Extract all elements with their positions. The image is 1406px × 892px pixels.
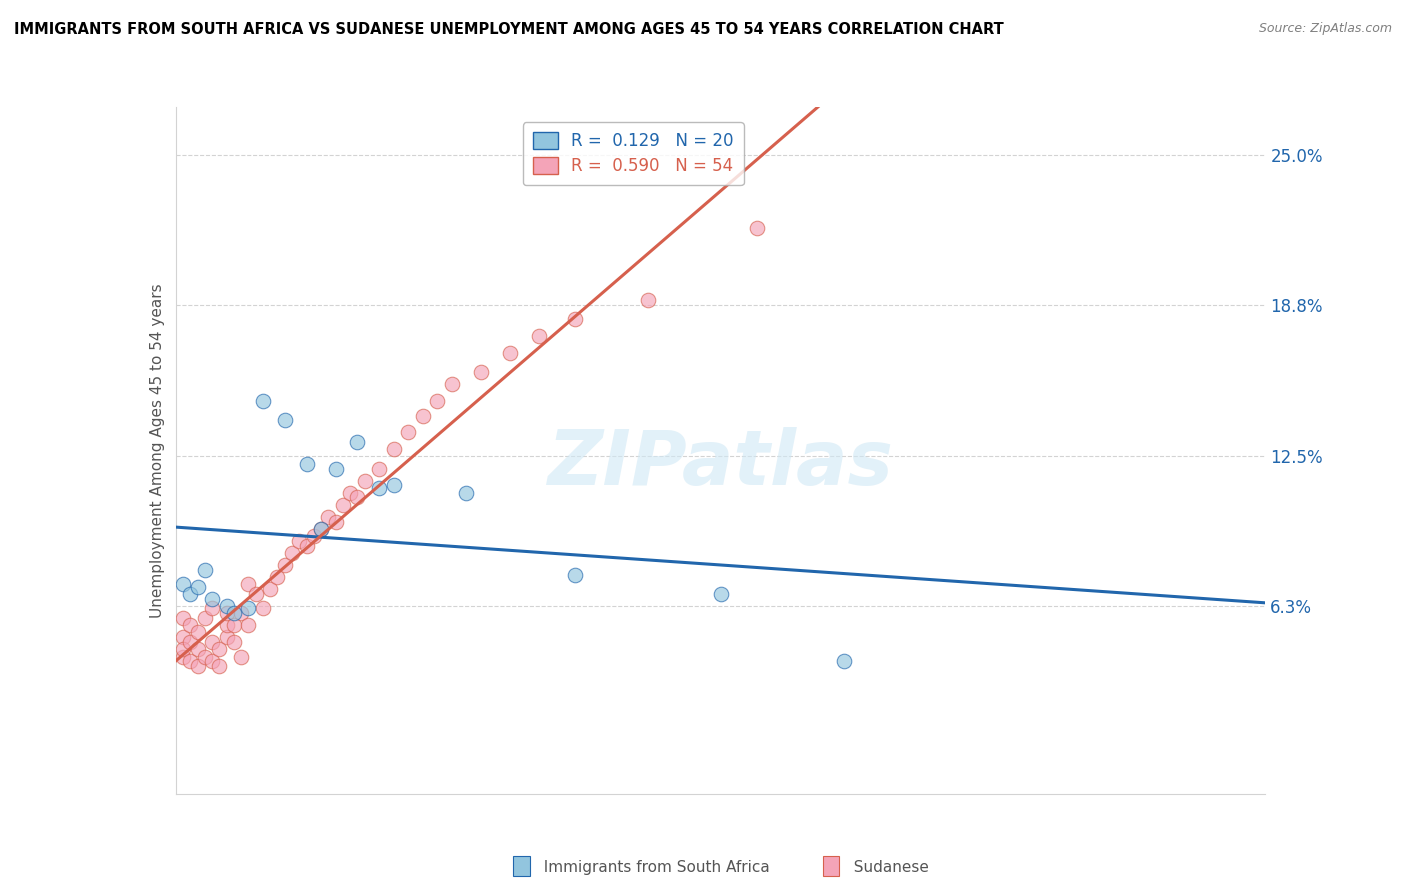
Point: [179, 654, 201, 668]
Point: [172, 611, 194, 625]
Point: [346, 491, 368, 505]
Point: [179, 618, 201, 632]
Point: [295, 457, 318, 471]
Point: [186, 659, 209, 673]
Y-axis label: Unemployment Among Ages 45 to 54 years: Unemployment Among Ages 45 to 54 years: [149, 283, 165, 618]
Point: [186, 642, 209, 657]
Point: [222, 635, 245, 649]
Point: [231, 649, 253, 664]
Point: [470, 365, 492, 379]
Point: [172, 642, 194, 657]
Point: [527, 329, 550, 343]
Point: [745, 220, 768, 235]
Point: [215, 630, 238, 644]
Text: IMMIGRANTS FROM SOUTH AFRICA VS SUDANESE UNEMPLOYMENT AMONG AGES 45 TO 54 YEARS : IMMIGRANTS FROM SOUTH AFRICA VS SUDANESE…: [14, 22, 1004, 37]
Point: [208, 642, 231, 657]
Point: [564, 312, 586, 326]
Text: Immigrants from South Africa: Immigrants from South Africa: [534, 860, 770, 874]
Text: ZIPatlas: ZIPatlas: [547, 427, 894, 501]
Point: [201, 654, 224, 668]
Point: [231, 606, 253, 620]
Point: [396, 425, 419, 440]
Point: [382, 478, 405, 492]
Point: [194, 611, 217, 625]
Point: [302, 529, 325, 543]
Point: [201, 635, 224, 649]
Point: [274, 413, 297, 427]
Point: [186, 625, 209, 640]
Point: [295, 539, 318, 553]
Point: [259, 582, 281, 596]
Point: [710, 587, 733, 601]
Point: [318, 509, 340, 524]
Point: [201, 601, 224, 615]
Point: [564, 567, 586, 582]
Point: [274, 558, 297, 572]
Point: [172, 630, 194, 644]
Point: [179, 587, 201, 601]
Point: [353, 474, 375, 488]
Point: [346, 435, 368, 450]
Point: [238, 618, 260, 632]
Point: [426, 394, 449, 409]
Point: [215, 599, 238, 613]
Point: [309, 522, 332, 536]
Point: [368, 481, 391, 495]
Point: [238, 601, 260, 615]
Point: [281, 546, 304, 560]
Point: [368, 461, 391, 475]
Point: [215, 606, 238, 620]
Point: [637, 293, 659, 307]
Point: [325, 461, 347, 475]
Point: [339, 485, 361, 500]
Point: [382, 442, 405, 457]
Point: [208, 659, 231, 673]
Legend: R =  0.129   N = 20, R =  0.590   N = 54: R = 0.129 N = 20, R = 0.590 N = 54: [523, 122, 744, 186]
Point: [194, 649, 217, 664]
Point: [186, 580, 209, 594]
Point: [325, 515, 347, 529]
Point: [288, 533, 311, 548]
Point: [412, 409, 434, 423]
Point: [222, 606, 245, 620]
Point: [215, 618, 238, 632]
Point: [499, 346, 522, 360]
Point: [332, 498, 354, 512]
Point: [172, 649, 194, 664]
Point: [266, 570, 288, 584]
Point: [309, 522, 332, 536]
Point: [456, 485, 478, 500]
Point: [201, 591, 224, 606]
Point: [832, 654, 855, 668]
Text: Sudanese: Sudanese: [844, 860, 928, 874]
Point: [172, 577, 194, 591]
Point: [245, 587, 267, 601]
Point: [194, 563, 217, 577]
Point: [252, 394, 274, 409]
Point: [238, 577, 260, 591]
Point: [252, 601, 274, 615]
Point: [440, 377, 463, 392]
Point: [222, 618, 245, 632]
Text: Source: ZipAtlas.com: Source: ZipAtlas.com: [1258, 22, 1392, 36]
Point: [179, 635, 201, 649]
